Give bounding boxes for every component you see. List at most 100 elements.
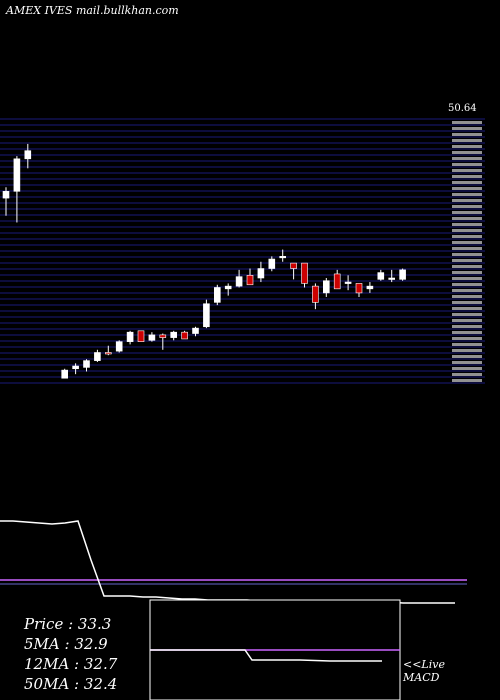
candle-body: [312, 285, 319, 303]
candle-body: [126, 331, 134, 342]
candle-body: [235, 276, 243, 287]
candle-body: [301, 262, 308, 284]
candle-body: [257, 268, 265, 279]
price-tick-label: [452, 181, 482, 184]
macd-line: [150, 649, 382, 662]
candle-body: [388, 277, 396, 280]
candle-body: [24, 150, 32, 160]
indicator-line: [0, 520, 455, 604]
candle-body: [170, 331, 177, 338]
indicator-panel: [0, 520, 467, 604]
price-tick-label: [452, 307, 482, 310]
ma50-stat: 50MA : 32.4: [24, 675, 118, 693]
candle-body: [159, 334, 167, 338]
price-tick-label: [452, 355, 482, 358]
live-link[interactable]: <<Live: [403, 658, 445, 671]
macd-panel: [149, 599, 401, 700]
price-grid: [0, 118, 485, 384]
candle-body: [148, 334, 156, 341]
price-axis-labels: [452, 121, 482, 382]
price-tick-label: [452, 283, 482, 286]
price-tick-label: [452, 175, 482, 178]
stats-panel: Price : 33.3 5MA : 32.9 12MA : 32.7 50MA…: [24, 614, 117, 694]
price-tick-label: [452, 211, 482, 214]
candle-body: [72, 365, 79, 370]
candle-body: [83, 360, 90, 368]
price-tick-label: [452, 169, 482, 172]
price-tick-label: [452, 277, 482, 280]
price-tick-label: [452, 163, 482, 166]
price-tick-label: [452, 121, 482, 124]
candle-body: [203, 303, 210, 328]
price-tick-label: [452, 319, 482, 322]
candle-body: [322, 280, 330, 294]
candle-body: [224, 285, 232, 290]
candle-body: [344, 281, 352, 284]
price-tick-label: [452, 313, 482, 316]
candle-body: [355, 283, 363, 294]
candle-body: [290, 262, 297, 269]
candle-body: [279, 256, 287, 259]
candle-body: [214, 287, 221, 303]
price-tick-label: [452, 259, 482, 262]
price-tick-label: [452, 325, 482, 328]
price-tick-label: [452, 205, 482, 208]
candle-body: [137, 330, 145, 342]
candle-body: [105, 352, 112, 355]
symbol-label: IVES: [44, 4, 73, 17]
price-tick-label: [452, 373, 482, 376]
price-tick-label: [452, 139, 482, 142]
candle-body: [246, 274, 254, 286]
price-tick-label: [452, 235, 482, 238]
site-label: mail.bullkhan.com: [75, 4, 179, 17]
candle-body: [2, 191, 10, 199]
price-tick-label: [452, 145, 482, 148]
candle-body: [13, 158, 21, 192]
candle-body: [268, 258, 276, 269]
price-tick-label: [452, 187, 482, 190]
price-tick-label: [452, 343, 482, 346]
price-tick-label: [452, 229, 482, 232]
price-tick-label: [452, 301, 482, 304]
price-tick-label: [452, 217, 482, 220]
price-tick-label: [452, 241, 482, 244]
price-tick-label: [452, 157, 482, 160]
price-tick-label: [452, 271, 482, 274]
candle-body: [399, 269, 406, 280]
price-tick-label: [452, 331, 482, 334]
price-tick-label: [452, 379, 482, 382]
price-tick-label: [452, 247, 482, 250]
candle-body: [181, 331, 188, 340]
price-tick-label: [452, 127, 482, 130]
exchange-label: AMEX: [6, 4, 42, 17]
candle-body: [377, 272, 385, 280]
price-tick-label: [452, 223, 482, 226]
candle-body: [192, 327, 199, 334]
price-tick-label: [452, 295, 482, 298]
price-tick-label: [452, 349, 482, 352]
candle-body: [61, 369, 69, 379]
ma12-stat: 12MA : 32.7: [24, 655, 118, 673]
price-tick-label: [452, 265, 482, 268]
candlestick-series: [2, 143, 406, 379]
macd-title: MACD: [403, 671, 440, 684]
price-tick-label: [452, 289, 482, 292]
top-price-label: 50.64: [448, 103, 477, 114]
candle-body: [94, 352, 101, 361]
candle-body: [366, 285, 374, 290]
ma5-stat: 5MA : 32.9: [24, 635, 108, 653]
candle-body: [115, 341, 123, 352]
price-tick-label: [452, 193, 482, 196]
price-tick-label: [452, 367, 482, 370]
price-tick-label: [452, 133, 482, 136]
macd-label: <<Live MACD: [403, 658, 445, 684]
price-tick-label: [452, 337, 482, 340]
price-tick-label: [452, 151, 482, 154]
price-tick-label: [452, 361, 482, 364]
candle-body: [333, 273, 341, 290]
price-tick-label: [452, 199, 482, 202]
chart-header: AMEX IVES mail.bullkhan.com: [6, 4, 179, 17]
price-stat: Price : 33.3: [24, 615, 112, 633]
price-tick-label: [452, 253, 482, 256]
